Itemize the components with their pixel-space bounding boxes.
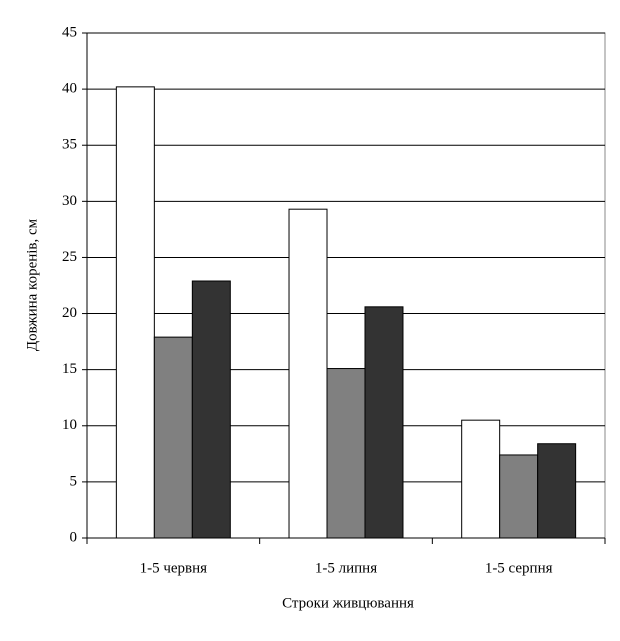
y-axis-label: Довжина коренів, см: [24, 218, 40, 351]
x-axis-label: Строки живцювання: [282, 595, 414, 611]
bar: [461, 419, 501, 539]
y-tick-label: 35: [62, 137, 77, 153]
y-tick-label: 25: [62, 249, 77, 265]
bar: [288, 208, 328, 539]
bar: [326, 368, 366, 539]
y-tick-label: 5: [70, 473, 78, 489]
y-tick-label: 45: [62, 24, 77, 40]
y-tick-label: 10: [62, 417, 77, 433]
y-tick-label: 20: [62, 305, 77, 321]
bar: [499, 454, 539, 539]
y-tick-label: 0: [70, 529, 78, 545]
bar: [115, 86, 155, 539]
y-tick-label: 30: [62, 193, 77, 209]
x-tick-label: 1-5 серпня: [485, 560, 553, 576]
x-tick-label: 1-5 липня: [315, 560, 377, 576]
y-tick-label: 40: [62, 81, 77, 97]
x-tick-label: 1-5 червня: [140, 560, 208, 576]
y-tick-label: 15: [62, 361, 77, 377]
bar: [153, 336, 193, 539]
bar: [191, 280, 231, 539]
bar: [537, 443, 577, 539]
bar: [364, 306, 404, 539]
